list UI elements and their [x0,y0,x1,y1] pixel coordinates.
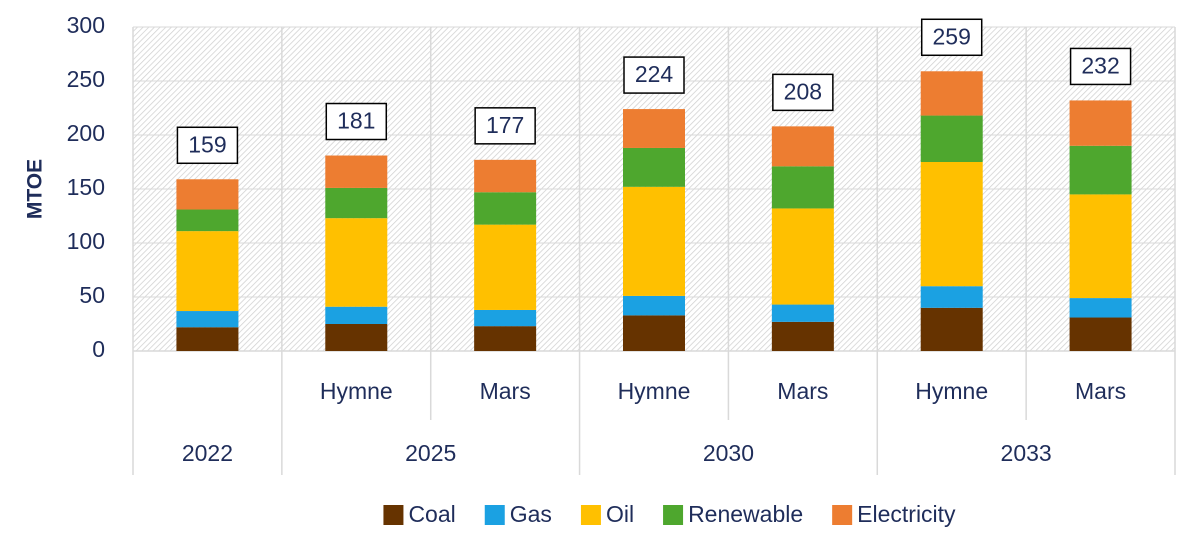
bar-segment [1069,194,1132,299]
bar-segment [623,295,685,316]
total-box [772,73,834,112]
total-label: 224 [635,61,674,87]
y-tick-label: 250 [67,66,105,92]
bar-segment [325,306,388,324]
bar-segment [623,147,685,187]
total-box [325,102,388,141]
bar-segment [623,109,685,148]
x-tick-label: Hymne [618,378,691,404]
total-label: 232 [1081,53,1119,79]
bar-segment [325,155,388,188]
y-tick-label: 0 [92,336,105,362]
legend-label: Coal [408,501,455,527]
total-label: 181 [337,108,375,134]
bar-segment [325,218,388,307]
total-box [474,107,536,145]
bar-segment [1069,145,1132,195]
total-box [623,56,685,94]
legend-label: Electricity [857,501,956,527]
bar-segment [474,224,537,310]
group-label: 2022 [182,440,233,466]
bar-segment [176,209,239,232]
total-label: 177 [486,112,524,138]
bar-segment [474,326,537,351]
y-tick-label: 100 [67,228,105,254]
total-label: 159 [188,131,226,157]
bar-segment [474,159,537,193]
total-label: 208 [784,78,822,104]
legend-label: Gas [510,501,552,527]
group-label: 2033 [1001,440,1052,466]
bar-segment [474,192,537,225]
bar-segment [325,324,388,351]
bar-segment [176,311,239,328]
bar-segment [771,304,834,322]
total-box [176,126,239,165]
group-label: 2025 [405,440,456,466]
y-tick-label: 150 [67,174,105,200]
bar-segment [920,115,983,162]
legend-swatch [383,505,404,525]
y-tick-label: 200 [67,120,105,146]
legend-swatch [484,505,505,525]
bar-segment [176,327,239,351]
bar-segment [920,286,983,308]
bar-segment [771,126,834,167]
bar-segment [623,315,685,351]
total-box [1069,47,1132,86]
bar-segment [176,231,239,312]
legend-swatch [832,505,853,525]
total-box [920,18,983,57]
x-tick-label: Mars [1075,378,1126,404]
bar-segment [474,309,537,327]
bar-segment [623,186,685,296]
bar-segment [920,162,983,287]
bar-segment [771,321,834,351]
bar-segment [771,208,834,305]
legend-swatch [580,505,601,525]
bar-segment [325,187,388,219]
y-axis-title: MTOE [24,159,47,219]
bar-segment [1069,317,1132,351]
total-label: 259 [933,23,971,49]
legend-label: Oil [606,501,634,527]
group-label: 2030 [703,440,754,466]
legend-label: Renewable [688,501,803,527]
x-tick-label: Hymne [915,378,988,404]
bar-segment [176,179,239,210]
x-tick-label: Hymne [320,378,393,404]
bar-segment [1069,100,1132,146]
y-tick-label: 300 [67,12,105,38]
y-tick-label: 50 [79,282,105,308]
legend-swatch [663,505,684,525]
bar-segment [1069,298,1132,318]
bar-segment [920,71,983,116]
x-tick-label: Mars [777,378,828,404]
bar-segment [920,307,983,351]
x-tick-label: Mars [480,378,531,404]
bar-segment [771,166,834,209]
